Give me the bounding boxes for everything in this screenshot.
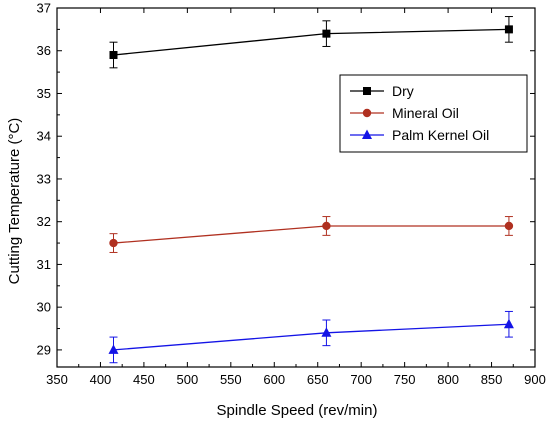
series-dry bbox=[109, 16, 513, 69]
x-tick-label: 850 bbox=[481, 372, 503, 387]
y-tick-label: 32 bbox=[37, 214, 51, 229]
legend-label: Mineral Oil bbox=[392, 105, 459, 121]
y-tick-label: 30 bbox=[37, 300, 51, 315]
x-tick-label: 550 bbox=[220, 372, 242, 387]
x-tick-label: 800 bbox=[437, 372, 459, 387]
data-point bbox=[109, 51, 118, 60]
x-tick-label: 700 bbox=[350, 372, 372, 387]
y-tick-label: 35 bbox=[37, 86, 51, 101]
plot-frame bbox=[56, 7, 536, 368]
x-tick-label: 600 bbox=[263, 372, 285, 387]
series-line bbox=[113, 225, 509, 244]
x-axis-title: Spindle Speed (rev/min) bbox=[217, 402, 378, 419]
data-point bbox=[503, 318, 514, 329]
chart-axes bbox=[56, 7, 536, 368]
data-point bbox=[109, 238, 118, 248]
y-tick-label: 31 bbox=[37, 257, 51, 272]
y-axis-title: Cutting Temperature (°C) bbox=[6, 118, 23, 285]
x-tick-label: 900 bbox=[524, 372, 546, 387]
legend-marker bbox=[362, 108, 372, 118]
data-point bbox=[108, 344, 119, 354]
x-tick-label: 400 bbox=[90, 372, 112, 387]
legend-label: Palm Kernel Oil bbox=[392, 127, 489, 143]
legend: Dry Mineral Oil Palm Kernel Oil bbox=[339, 74, 528, 153]
legend-marker bbox=[363, 87, 371, 95]
legend-marker bbox=[362, 129, 372, 139]
data-point bbox=[504, 25, 513, 34]
y-axis-ticks: 29 30 31 32 33 34 35 36 37 bbox=[37, 1, 535, 357]
y-tick-label: 34 bbox=[37, 129, 51, 144]
x-tick-label: 650 bbox=[307, 372, 329, 387]
x-tick-label: 350 bbox=[46, 372, 68, 387]
series-mineral-oil bbox=[109, 216, 514, 253]
y-tick-label: 36 bbox=[37, 43, 51, 58]
legend-entry: Mineral Oil bbox=[350, 105, 459, 121]
y-tick-label: 33 bbox=[37, 171, 51, 186]
data-point bbox=[322, 221, 331, 231]
x-axis-ticks: 350 400 450 500 550 600 650 700 750 800 850 900 bbox=[46, 8, 546, 387]
data-point bbox=[322, 29, 331, 38]
data-point bbox=[504, 221, 514, 231]
data-point bbox=[321, 327, 332, 337]
series-line bbox=[113, 323, 509, 351]
y-tick-label: 37 bbox=[37, 1, 51, 16]
series-line bbox=[113, 28, 509, 56]
x-tick-label: 450 bbox=[133, 372, 155, 387]
series-palm-kernel-oil bbox=[108, 310, 514, 364]
legend-label: Dry bbox=[392, 83, 414, 99]
legend-entry: Palm Kernel Oil bbox=[350, 127, 489, 143]
series-layer bbox=[108, 16, 514, 364]
x-tick-label: 750 bbox=[394, 372, 416, 387]
y-tick-label: 29 bbox=[37, 342, 51, 357]
x-tick-label: 500 bbox=[177, 372, 199, 387]
legend-entry: Dry bbox=[350, 83, 414, 99]
